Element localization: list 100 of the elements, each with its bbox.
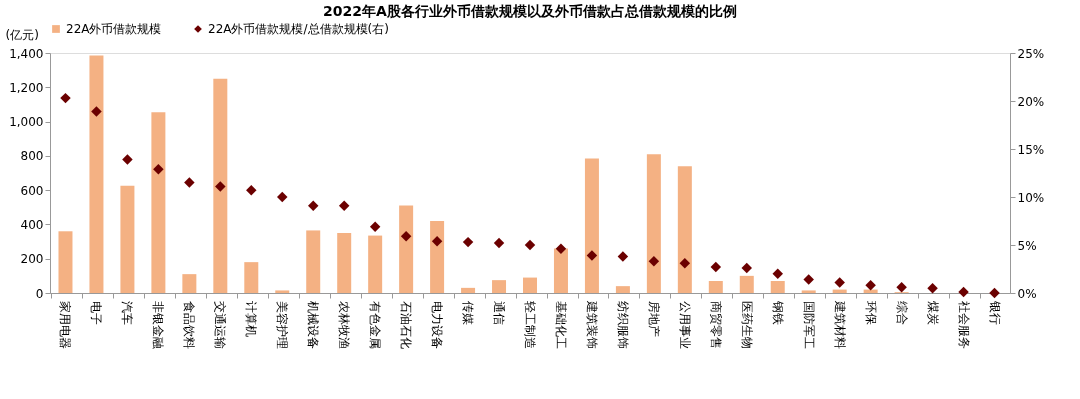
bar (770, 281, 785, 293)
x-tick-label: 机械设备 (306, 300, 321, 349)
x-tick-label: 银行 (987, 299, 1002, 325)
bar (677, 166, 692, 293)
point (896, 282, 907, 293)
bar (213, 78, 228, 293)
x-tick-label: 钢铁 (770, 299, 785, 325)
x-tick-label: 通信 (492, 300, 507, 325)
x-tick-label: 公用事业 (677, 300, 692, 349)
legend-label: 22A外币借款规模/总借款规模(右) (208, 22, 389, 36)
y-tick-label: 600 (20, 183, 44, 198)
point (586, 250, 598, 261)
point (617, 251, 629, 262)
x-tick-label: 商贸零售 (708, 300, 723, 349)
chart-title: 2022年A股各行业外币借款规模以及外币借款占总借款规模的比例 (323, 3, 737, 19)
bar (182, 274, 197, 293)
x-tick-label: 建筑装饰 (584, 299, 599, 349)
point (648, 256, 660, 267)
point (803, 274, 814, 285)
x-tick-label: 医药生物 (739, 300, 754, 349)
point (338, 200, 350, 211)
y-tick-label: 1,200 (9, 80, 44, 95)
x-tick-label: 农林牧渔 (337, 300, 352, 349)
point (710, 261, 722, 273)
bar (584, 158, 599, 293)
bar (275, 290, 290, 293)
x-tick-label: 汽车 (120, 300, 135, 325)
point (369, 221, 381, 232)
point (772, 268, 783, 280)
bar (523, 277, 537, 293)
x-tick-label: 电力设备 (430, 300, 445, 349)
y-axis-title: (亿元) (5, 27, 39, 42)
x-tick-label: 国防军工 (801, 300, 816, 349)
y-tick-label: 200 (20, 252, 44, 267)
x-tick-label: 非银金融 (151, 300, 166, 349)
point (741, 262, 753, 274)
point (277, 191, 288, 203)
y-tick-label: 1,400 (9, 46, 44, 61)
y2-tick-label: 20% (1017, 94, 1045, 109)
bar (615, 286, 630, 293)
x-tick-label: 社会服务 (956, 300, 971, 349)
point (524, 239, 536, 251)
point (153, 163, 164, 175)
point (246, 185, 257, 196)
bar (151, 112, 166, 293)
y-tick-label: 400 (20, 217, 44, 232)
x-tick-label: 交通运输 (213, 300, 228, 349)
bar (708, 281, 723, 293)
bar (89, 55, 104, 293)
bar (244, 262, 259, 293)
point (989, 287, 1000, 299)
x-tick-label: 煤炭 (925, 300, 940, 325)
x-tick-label: 计算机 (244, 300, 259, 337)
bar (58, 231, 73, 293)
x-tick-label: 综合 (894, 300, 909, 325)
point (555, 243, 567, 255)
point (493, 237, 505, 249)
point (679, 258, 691, 269)
point (834, 277, 845, 288)
point (60, 92, 71, 104)
bar (492, 280, 507, 293)
bar (120, 185, 135, 293)
bar (430, 221, 445, 293)
point (400, 231, 412, 242)
y2-tick-label: 5% (1017, 238, 1037, 253)
y2-tick-label: 0% (1017, 286, 1037, 301)
x-tick-label: 美容护理 (275, 300, 290, 349)
bar (461, 287, 476, 293)
x-tick-label: 有色金属 (368, 300, 383, 349)
bar (368, 235, 383, 293)
x-tick-label: 传媒 (461, 300, 476, 325)
point (462, 236, 474, 248)
y2-tick-label: 10% (1017, 190, 1045, 205)
point (184, 177, 195, 188)
bar (337, 233, 352, 293)
point (958, 286, 969, 298)
y-tick-label: 1,000 (9, 115, 44, 130)
point (307, 200, 319, 211)
x-tick-label: 基础化工 (553, 300, 568, 349)
x-tick-label: 食品饮料 (182, 300, 197, 349)
bar (553, 248, 568, 293)
bar (306, 230, 321, 293)
point (91, 106, 102, 117)
x-tick-label: 环保 (863, 300, 878, 325)
x-tick-label: 轻工制造 (523, 300, 537, 349)
y-tick-label: 0 (35, 286, 44, 301)
x-tick-label: 电子 (89, 300, 104, 325)
legend-label: 22A外币借款规模 (66, 22, 162, 36)
x-tick-label: 家用电器 (58, 300, 73, 349)
point (865, 280, 876, 291)
x-tick-label: 建筑材料 (832, 299, 847, 349)
point (122, 154, 133, 165)
bar (646, 154, 661, 293)
y2-tick-label: 15% (1017, 142, 1045, 157)
x-tick-label: 纺织服饰 (615, 300, 630, 349)
bar (801, 290, 816, 293)
bar (399, 205, 414, 293)
point (431, 235, 443, 247)
y-tick-label: 800 (20, 149, 44, 164)
x-tick-label: 房地产 (646, 300, 661, 337)
